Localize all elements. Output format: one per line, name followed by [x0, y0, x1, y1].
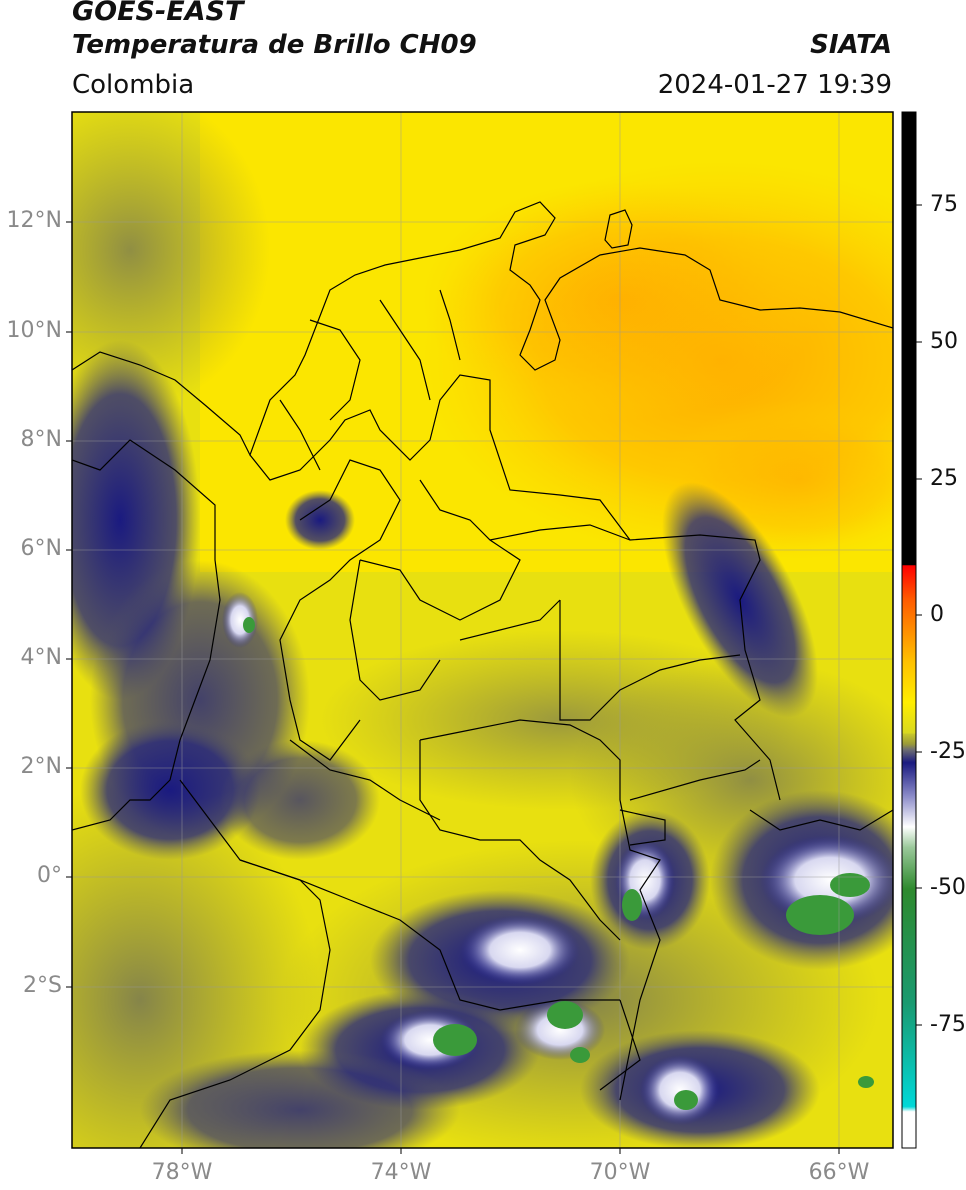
source-label: SIATA: [810, 30, 892, 60]
colorbar-tick-label: 0: [930, 602, 944, 627]
lat-tick-label: 12°N: [6, 208, 62, 233]
colorbar-tick-label: -25: [930, 739, 966, 764]
lat-tick-label: 6°N: [20, 536, 62, 561]
colorbar-tick-label: 25: [930, 466, 958, 491]
product-title: Temperatura de Brillo CH09: [72, 30, 477, 60]
lat-tick-label: 0°: [37, 863, 62, 888]
satellite-title: GOES-EAST: [72, 0, 244, 27]
colorbar-tick-label: -50: [930, 875, 966, 900]
lat-tick-label: 2°S: [23, 973, 62, 998]
boundaries: [72, 201, 893, 1148]
map-frame: [71, 111, 894, 1149]
graticule: [72, 112, 893, 1148]
satellite-imagery: [72, 112, 893, 1148]
colorbar-tick-label: 75: [930, 192, 958, 217]
lon-tick-label: 74°W: [370, 1160, 432, 1185]
colorbar: [901, 111, 917, 1149]
datetime-label: 2024-01-27 19:39: [657, 70, 892, 100]
axis-ticks: [66, 221, 840, 1154]
lon-tick-label: 78°W: [151, 1160, 213, 1185]
colorbar-tick-label: 50: [930, 329, 958, 354]
region-label: Colombia: [72, 70, 195, 100]
lat-tick-label: 8°N: [20, 427, 62, 452]
colorbar-tick-label: -75: [930, 1012, 966, 1037]
colorbar-ticks: [916, 204, 922, 1026]
lon-tick-label: 66°W: [808, 1160, 870, 1185]
lat-tick-label: 10°N: [6, 318, 62, 343]
lat-tick-label: 4°N: [20, 645, 62, 670]
lon-tick-label: 70°W: [589, 1160, 651, 1185]
lat-tick-label: 2°N: [20, 754, 62, 779]
